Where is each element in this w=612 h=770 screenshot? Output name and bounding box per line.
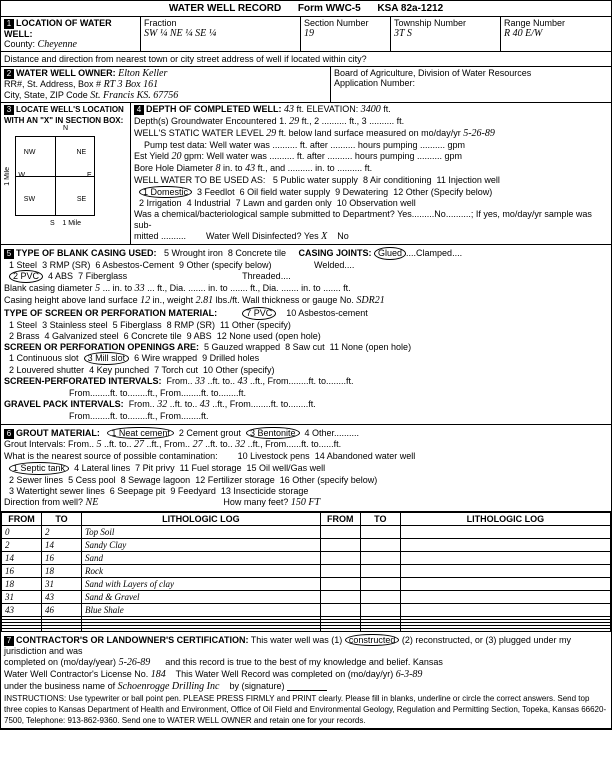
table-row: 1618Rock: [2, 564, 611, 577]
elev-val: 3400: [361, 104, 381, 115]
table-row: 3143Sand & Gravel: [2, 590, 611, 603]
loc-title: LOCATION OF WATER WELL:: [4, 18, 112, 39]
elev-label: ft. ELEVATION:: [297, 104, 359, 114]
city-label: City, State, ZIP Code: [4, 90, 88, 100]
title: WATER WELL RECORD: [169, 3, 281, 14]
table-row: 02Top Soil: [2, 525, 611, 538]
table-row: 4346Blue Shale: [2, 603, 611, 616]
col-lith2: LITHOLOGIC LOG: [400, 512, 610, 525]
county-label: County:: [4, 39, 35, 49]
county-val: Cheyenne: [38, 39, 77, 50]
cert-constructed: constructed: [345, 634, 400, 647]
dist-note: Distance and direction from nearest town…: [4, 54, 367, 64]
form-root: WATER WELL RECORD Form WWC-5 KSA 82a-121…: [0, 0, 612, 730]
table-row: 1831Sand with Layers of clay: [2, 577, 611, 590]
depth-title: DEPTH OF COMPLETED WELL:: [146, 104, 282, 114]
contam-septic: 1 Septic tank: [9, 462, 69, 475]
form-header: WATER WELL RECORD Form WWC-5 KSA 82a-121…: [1, 1, 611, 17]
section-grout: 6GROUT MATERIAL: 1 Neat cement 2 Cement …: [1, 425, 611, 512]
casing-pvc: 2 PVC: [9, 270, 43, 283]
joint-glued: Glued: [374, 247, 406, 260]
instructions: INSTRUCTIONS: Use typewriter or ball poi…: [4, 694, 606, 725]
range-label: Range Number: [504, 18, 565, 28]
fraction-val: SW ¼ NE ¼ SE ¼: [144, 28, 216, 39]
locate-title: LOCATE WELL'S LOCATION WITH AN "X" IN SE…: [4, 105, 124, 125]
fraction-label: Fraction: [144, 18, 177, 28]
use-label: WELL WATER TO BE USED AS:: [134, 175, 265, 185]
use-domestic: 1 Domestic: [139, 186, 192, 199]
owner-name: Elton Keller: [118, 68, 167, 79]
table-row: 1416Sand: [2, 551, 611, 564]
blank-dia-label: Blank casing diameter: [4, 283, 93, 293]
section-cert: 7CONTRACTOR'S OR LANDOWNER'S CERTIFICATI…: [1, 632, 611, 729]
township-label: Township Number: [394, 18, 466, 28]
row-location: 1LOCATION OF WATER WELL: County: Cheyenn…: [1, 17, 611, 52]
owner-title: WATER WELL OWNER:: [16, 68, 116, 78]
row-owner: 2WATER WELL OWNER: Elton Keller RR#, St.…: [1, 67, 611, 103]
form-no: Form WWC-5: [298, 3, 361, 14]
col-from2: FROM: [320, 512, 360, 525]
col-from: FROM: [2, 512, 42, 525]
bore1: 8: [216, 163, 221, 174]
grout-neat: 1 Neat cement: [107, 427, 174, 440]
static-val: 29: [266, 128, 276, 139]
ksa: KSA 82a-1212: [377, 3, 443, 14]
bore2: 43: [245, 163, 255, 174]
grout-bent: 3 Bentonite: [246, 427, 300, 440]
rr-label: RR#, St. Address, Box #: [4, 79, 101, 89]
static-label: WELL'S STATIC WATER LEVEL: [134, 128, 264, 138]
chem: Was a chemical/bacteriological sample su…: [134, 209, 592, 230]
township-val: 3T S: [394, 28, 412, 39]
row-depth: 3LOCATE WELL'S LOCATION WITH AN "X" IN S…: [1, 103, 611, 245]
gw-label: Depth(s) Groundwater Encountered: [134, 116, 277, 126]
table-row: 214Sandy Clay: [2, 538, 611, 551]
range-val: R 40 E/W: [504, 28, 542, 39]
yield-label: Est Yield: [134, 151, 169, 161]
section-casing: 5TYPE OF BLANK CASING USED: 5 Wrought ir…: [1, 245, 611, 425]
col-to: TO: [42, 512, 82, 525]
app-label: Application Number:: [334, 78, 415, 88]
city-val: St. Francis KS. 67756: [90, 90, 178, 101]
section-box: NWNE WE SWSE: [15, 136, 95, 216]
disinfect-x: X: [321, 231, 327, 242]
casing-title: TYPE OF BLANK CASING USED:: [16, 248, 157, 258]
open-millslot: 3 Mill slot: [84, 352, 130, 365]
rr-val: RT 3 Box 161: [104, 79, 159, 90]
static-date: 5-26-89: [463, 128, 495, 139]
board: Board of Agriculture, Division of Water …: [334, 68, 531, 78]
lithologic-log-table: FROM TO LITHOLOGIC LOG FROM TO LITHOLOGI…: [1, 512, 611, 632]
depth-val: 43: [284, 104, 294, 115]
bore-label: Bore Hole Diameter: [134, 163, 213, 173]
col-lith: LITHOLOGIC LOG: [82, 512, 321, 525]
col-to2: TO: [360, 512, 400, 525]
pump-label: Pump test data: Well water was: [144, 140, 270, 150]
gw1: 29: [289, 116, 299, 127]
screen-pvc: 7 PVC: [242, 307, 276, 320]
section-val: 19: [304, 28, 314, 39]
section-label: Section Number: [304, 18, 369, 28]
yield-val: 20: [172, 151, 182, 162]
